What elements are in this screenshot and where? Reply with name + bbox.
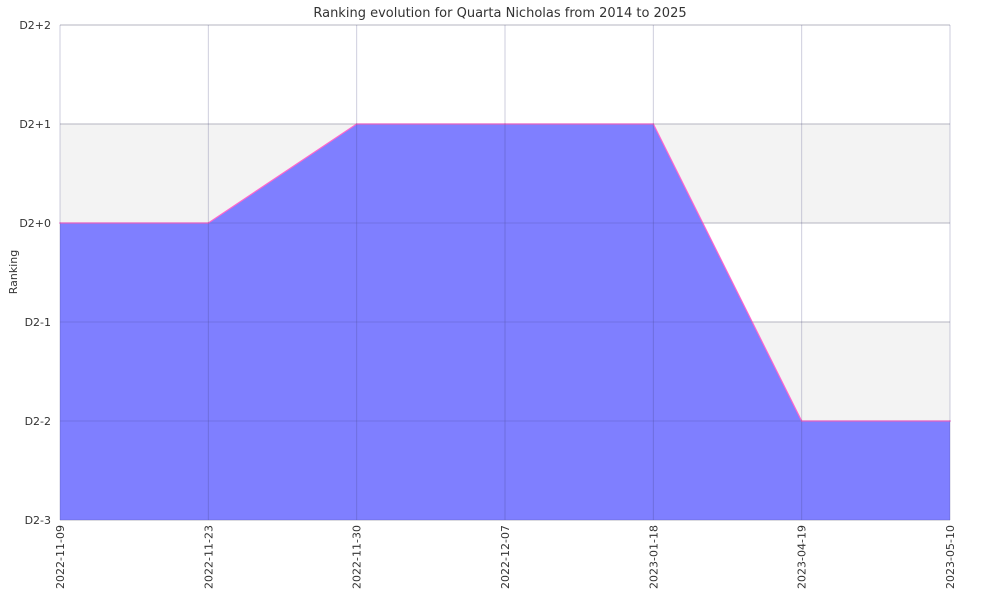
data-point [652, 123, 655, 125]
y-tick-label: D2-3 [25, 514, 51, 527]
data-point [949, 420, 951, 422]
x-tick-label: 2022-11-30 [351, 525, 364, 589]
y-tick-label: D2+1 [19, 118, 51, 131]
x-tick-label: 2022-12-07 [499, 525, 512, 589]
chart-title: Ranking evolution for Quarta Nicholas fr… [313, 6, 686, 21]
ranking-area [60, 124, 950, 520]
data-point [800, 420, 803, 422]
y-tick-label: D2+2 [19, 19, 51, 32]
data-point [59, 222, 61, 224]
x-tick-label: 2023-04-19 [796, 525, 809, 589]
x-tick-label: 2023-01-18 [647, 525, 660, 589]
y-tick-label: D2-1 [25, 316, 51, 329]
x-tick-label: 2022-11-09 [54, 525, 67, 589]
y-axis-label: Ranking [7, 250, 20, 295]
data-point [207, 222, 210, 224]
data-point [355, 123, 358, 125]
x-tick-label: 2023-05-10 [944, 525, 957, 589]
data-point [504, 123, 506, 125]
x-tick-label: 2022-11-23 [202, 525, 215, 589]
y-tick-label: D2-2 [25, 415, 51, 428]
y-tick-label: D2+0 [19, 217, 51, 230]
